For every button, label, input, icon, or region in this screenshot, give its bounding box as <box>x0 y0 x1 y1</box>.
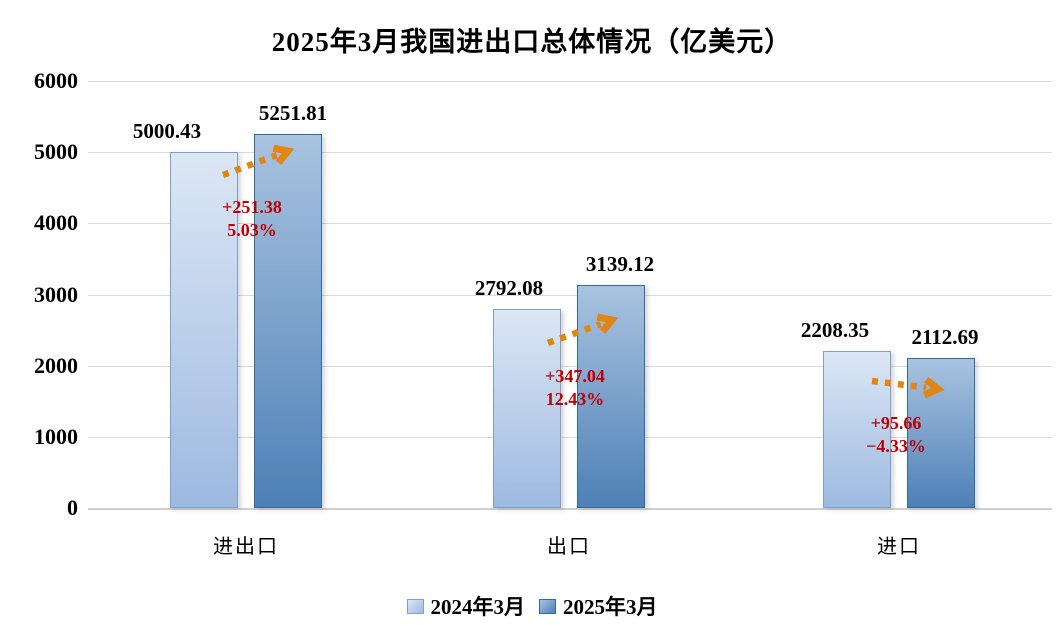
x-axis-category-2: 出口 <box>547 536 591 558</box>
legend-swatch <box>406 598 424 614</box>
bar-data-label: 3139.12 <box>585 251 655 276</box>
bar-series1-进口 <box>823 350 891 508</box>
annotation-line: +347.04 <box>545 366 605 386</box>
gridline-4000 <box>88 223 1052 225</box>
gridline-0 <box>88 508 1052 510</box>
gridline-5000 <box>88 152 1052 154</box>
annotation-line: +251.38 <box>222 197 282 217</box>
y-axis-tick-label: 1000 <box>34 423 78 449</box>
bar-data-label: 5000.43 <box>132 119 202 144</box>
legend-label: 2025年3月 <box>563 595 658 619</box>
bar-data-label: 2792.08 <box>474 276 544 301</box>
change-annotation: +95.66 −4.33% <box>866 412 926 458</box>
y-axis-tick-label: 5000 <box>34 139 78 165</box>
gridline-1000 <box>88 436 1052 438</box>
bar-series1-进出口 <box>170 152 238 508</box>
y-axis-tick-label: 2000 <box>34 352 78 378</box>
gridline-3000 <box>88 294 1052 296</box>
annotation-line: 5.03% <box>227 220 277 240</box>
y-axis-tick-label: 0 <box>67 495 78 520</box>
chart-title: 2025年3月我国进出口总体情况（亿美元） <box>271 27 793 57</box>
y-axis-tick-label: 4000 <box>34 210 78 236</box>
bar-data-label: 2208.35 <box>800 317 870 342</box>
y-axis-tick-label: 3000 <box>34 281 78 307</box>
gridline-2000 <box>88 365 1052 367</box>
legend-item-2025年3月: 2025年3月 <box>539 591 658 621</box>
gridline-6000 <box>88 81 1052 82</box>
legend-label: 2024年3月 <box>430 595 526 619</box>
x-axis-category-1: 进出口 <box>213 536 279 558</box>
legend-swatch <box>539 598 556 614</box>
y-axis-tick-label: 6000 <box>34 68 78 93</box>
annotation-line: 12.43% <box>545 389 605 409</box>
bar-data-label: 2112.69 <box>911 324 979 349</box>
legend-item-2024年3月: 2024年3月 <box>406 591 526 621</box>
annotation-line: −4.33% <box>866 436 926 456</box>
legend: 2024年3月 2025年3月 <box>0 591 1064 621</box>
annotation-line: +95.66 <box>870 413 922 433</box>
bar-series2-进出口 <box>254 134 322 508</box>
bar-data-label: 5251.81 <box>258 101 328 126</box>
x-axis-category-3: 进口 <box>877 536 921 558</box>
change-annotation: +251.38 5.03% <box>222 196 282 242</box>
change-annotation: +347.04 12.43% <box>545 365 605 411</box>
